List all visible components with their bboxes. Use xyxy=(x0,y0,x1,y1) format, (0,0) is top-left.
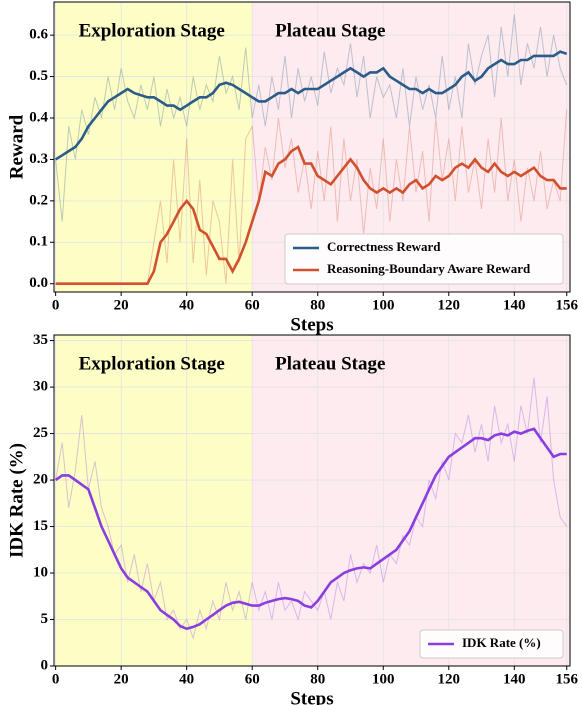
plot-frame xyxy=(53,334,571,667)
stage-label: Exploration Stage xyxy=(79,353,225,374)
x-axis-label: Steps xyxy=(290,688,333,705)
x-tick-label: 40 xyxy=(179,671,194,687)
x-tick-label: 156 xyxy=(555,297,578,313)
y-tick-label: 0.5 xyxy=(29,68,48,84)
legend-label: Correctness Reward xyxy=(327,239,441,254)
x-tick-label: 80 xyxy=(310,671,325,687)
x-axis-label: Steps xyxy=(290,314,333,335)
smoothed-line xyxy=(55,145,567,285)
x-tick-label: 100 xyxy=(372,671,395,687)
x-tick-label: 40 xyxy=(179,297,194,313)
y-axis-label: Reward xyxy=(6,114,27,179)
stage-region xyxy=(252,335,570,666)
y-tick-label: 15 xyxy=(33,518,48,534)
x-tick-label: 80 xyxy=(310,297,325,313)
y-tick-label: 0.3 xyxy=(29,151,48,167)
stage-label: Exploration Stage xyxy=(79,20,225,41)
smoothed-line xyxy=(54,427,567,631)
raw-line xyxy=(55,377,568,640)
x-tick-label: 120 xyxy=(438,671,461,687)
y-tick-label: 0.0 xyxy=(29,275,48,291)
x-tick-label: 20 xyxy=(114,671,129,687)
y-axis-label: IDK Rate (%) xyxy=(6,443,27,558)
stage-label: Plateau Stage xyxy=(275,20,385,41)
y-tick-label: 5 xyxy=(41,611,49,627)
x-tick-label: 140 xyxy=(503,671,526,687)
plot-frame xyxy=(53,1,571,293)
y-tick-label: 0 xyxy=(41,657,49,673)
x-tick-label: 0 xyxy=(52,297,60,313)
x-tick-label: 120 xyxy=(438,297,461,313)
y-tick-label: 0.2 xyxy=(29,192,48,208)
x-tick-label: 60 xyxy=(245,297,260,313)
x-tick-label: 156 xyxy=(555,671,578,687)
y-tick-label: 0.1 xyxy=(29,234,48,250)
y-tick-label: 10 xyxy=(33,564,48,580)
legend-box xyxy=(284,233,564,285)
x-tick-label: 0 xyxy=(52,671,60,687)
y-tick-label: 30 xyxy=(33,379,48,395)
x-tick-label: 20 xyxy=(114,297,129,313)
stage-region xyxy=(55,2,253,292)
x-tick-label: 140 xyxy=(503,297,526,313)
y-tick-label: 0.6 xyxy=(29,27,48,43)
y-tick-label: 35 xyxy=(33,332,48,348)
y-tick-label: 20 xyxy=(33,471,48,487)
legend-label: IDK Rate (%) xyxy=(462,635,541,650)
raw-line xyxy=(55,14,568,222)
stage-label: Plateau Stage xyxy=(275,353,385,374)
legend-box xyxy=(419,629,564,659)
y-tick-label: 0.4 xyxy=(29,109,48,125)
smoothed-line xyxy=(54,50,568,161)
x-tick-label: 60 xyxy=(245,671,260,687)
x-tick-label: 100 xyxy=(372,297,395,313)
legend-label: Reasoning-Boundary Aware Reward xyxy=(327,261,531,276)
stage-region xyxy=(55,335,253,666)
y-tick-label: 25 xyxy=(33,425,48,441)
